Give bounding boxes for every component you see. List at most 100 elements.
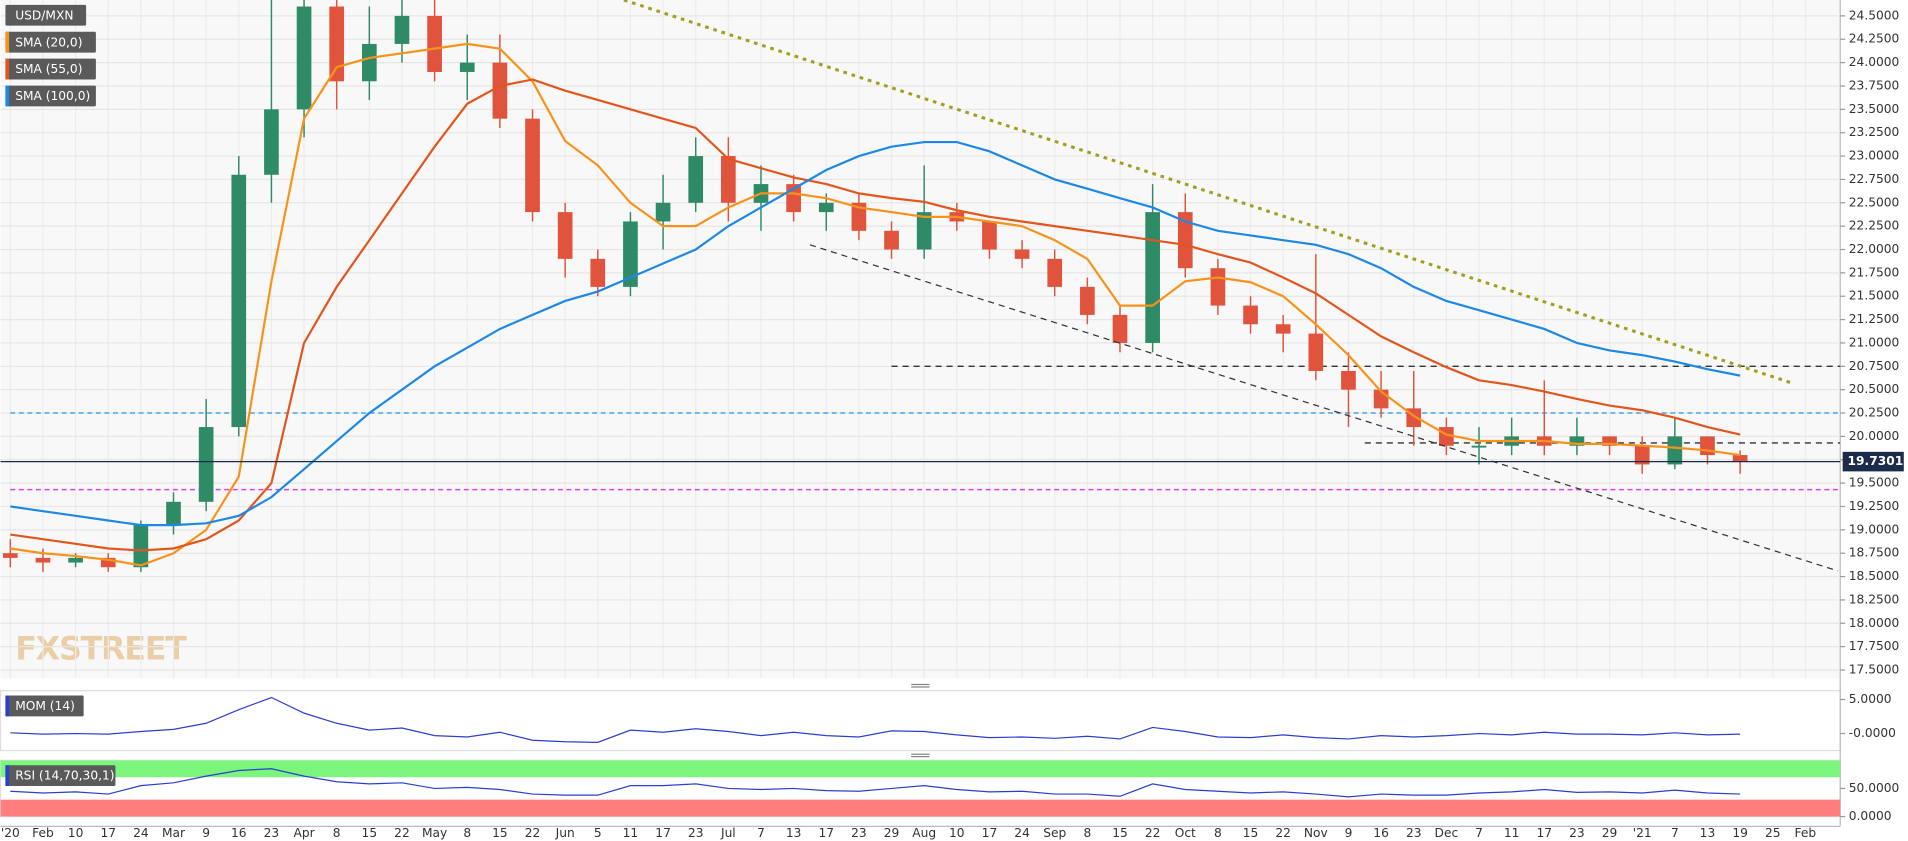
- candle-body: [1634, 445, 1650, 465]
- series-line: [10, 696, 1741, 743]
- mom-panel: [0, 690, 1841, 752]
- x-tick-label: 23: [264, 826, 280, 840]
- y-tick-label: 24.5000: [1849, 8, 1900, 22]
- x-tick-label: 19: [1732, 826, 1748, 840]
- series-line: [10, 42, 1741, 567]
- band: [0, 760, 1841, 778]
- x-tick-label: 29: [1602, 826, 1618, 840]
- candle-body: [623, 221, 638, 287]
- y-tick-label: 17.7500: [1849, 639, 1900, 653]
- y-tick-label: 23.2500: [1849, 125, 1900, 139]
- legend-label: SMA (100,0): [15, 89, 90, 103]
- legend-swatch: [5, 85, 10, 107]
- y-tick-label: 24.2500: [1849, 32, 1900, 46]
- y-tick-label: -0.0000: [1849, 726, 1896, 740]
- candle-body: [264, 109, 279, 175]
- x-tick-label: Oct: [1175, 826, 1196, 840]
- x-tick-label: Mar: [162, 826, 186, 840]
- x-tick-label: 11: [1504, 826, 1520, 840]
- x-tick-label: 24: [133, 826, 149, 840]
- panel-grip: [911, 683, 930, 758]
- trend-line: [809, 244, 1839, 572]
- y-tick-label: 21.0000: [1849, 335, 1900, 349]
- y-tick-label: 22.5000: [1849, 195, 1900, 209]
- y-tick-label: 22.2500: [1849, 219, 1900, 233]
- x-tick-label: Feb: [1795, 826, 1817, 840]
- x-tick-label: 25: [1765, 826, 1781, 840]
- y-tick-label: 23.0000: [1849, 149, 1900, 163]
- x-tick-label: 17: [982, 826, 998, 840]
- y-tick-label: 18.7500: [1849, 546, 1900, 560]
- candle-body: [1145, 212, 1160, 343]
- y-tick-label: 21.7500: [1849, 265, 1900, 279]
- legend-label: USD/MXN: [15, 8, 73, 22]
- x-tick-label: 22: [525, 826, 541, 840]
- x-tick-label: 17: [818, 826, 834, 840]
- x-tick-label: 23: [1569, 826, 1585, 840]
- candle-body: [1177, 212, 1193, 269]
- candle-body: [1112, 314, 1128, 343]
- panel-2: [0, 760, 1841, 817]
- y-tick-label: 20.7500: [1849, 359, 1900, 373]
- legend-box: [5, 765, 116, 786]
- y-tick-label: 18.0000: [1849, 616, 1900, 630]
- y-tick-label: 19.5000: [1849, 476, 1900, 490]
- x-tick-label: 10: [68, 826, 84, 840]
- x-tick-label: '21: [1633, 826, 1652, 840]
- y-tick-label: 22.7500: [1849, 172, 1900, 186]
- candle-body: [198, 427, 214, 502]
- legend-box: [5, 58, 96, 80]
- y-tick-label: 20.2500: [1849, 406, 1900, 420]
- x-tick-label: Jun: [555, 826, 575, 840]
- legend-box: [5, 695, 84, 717]
- series-line: [10, 78, 1741, 552]
- x-tick-label: 23: [688, 826, 704, 840]
- y-tick-label: 23.7500: [1849, 78, 1900, 92]
- candle-body: [525, 118, 540, 213]
- candle-body: [590, 258, 606, 287]
- candle-body: [851, 202, 867, 231]
- y-tick-label: 17.5000: [1849, 663, 1900, 677]
- y-tick-label: 22.0000: [1849, 242, 1900, 256]
- y-tick-label: 24.0000: [1849, 55, 1900, 69]
- y-tick-label: 23.5000: [1849, 102, 1900, 116]
- candle-body: [884, 230, 899, 250]
- legend-label: SMA (55,0): [15, 62, 82, 76]
- x-tick-label: 23: [1406, 826, 1422, 840]
- last-price-label: 19.73010: [1848, 454, 1908, 468]
- candle-body: [459, 62, 475, 72]
- legend-swatch: [5, 695, 10, 717]
- x-tick-label: 8: [463, 826, 471, 840]
- legend-swatch: [5, 765, 10, 786]
- candle-body: [1341, 370, 1356, 390]
- x-tick-label: 9: [1345, 826, 1353, 840]
- candle-body: [1569, 436, 1585, 446]
- x-tick-label: 7: [1475, 826, 1483, 840]
- x-tick-label: 29: [884, 826, 900, 840]
- y-tick-label: 18.5000: [1849, 569, 1900, 583]
- candle-body: [1047, 258, 1063, 287]
- candle-body: [427, 15, 442, 72]
- x-tick-label: 23: [851, 826, 867, 840]
- legend-label: RSI (14,70,30,1): [15, 769, 114, 783]
- x-tick-label: 16: [231, 826, 247, 840]
- y-tick-label: 5.0000: [1849, 692, 1892, 706]
- last-price-box: [1842, 451, 1904, 472]
- x-tick-label: 22: [394, 826, 410, 840]
- x-tick-label: May: [422, 826, 447, 840]
- y-tick-label: 19.0000: [1849, 522, 1900, 536]
- x-tick-label: Feb: [32, 826, 54, 840]
- candle-body: [100, 557, 116, 568]
- candle-body: [1275, 324, 1291, 334]
- x-tick-label: 15: [492, 826, 508, 840]
- candle-body: [916, 212, 932, 250]
- candle-body: [394, 15, 410, 44]
- candle-body: [296, 6, 312, 110]
- x-tick-label: 8: [1083, 826, 1091, 840]
- x-tick-label: 13: [786, 826, 802, 840]
- x-tick-label: Dec: [1435, 826, 1459, 840]
- legend-label: MOM (14): [15, 699, 75, 713]
- y-tick-label: 21.2500: [1849, 312, 1900, 326]
